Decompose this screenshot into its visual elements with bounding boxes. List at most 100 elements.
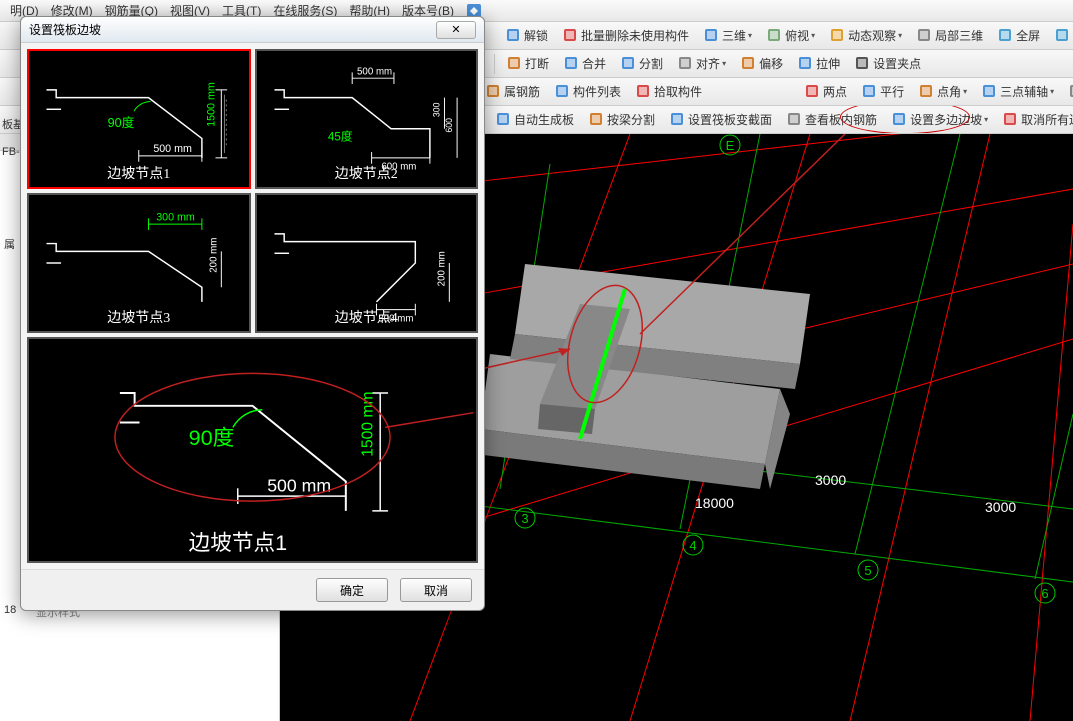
tool-icon [485,83,501,99]
toolbar-label: 查看板内钢筋 [805,111,877,128]
tool-icon [554,83,570,99]
toolbar-button[interactable]: 动态观察▾ [823,25,908,46]
toolbar-label: 对齐 [696,55,720,72]
annotation-ellipse [115,373,390,501]
toolbar-button[interactable]: 拉伸 [791,53,846,74]
toolbar-label: 局部三维 [935,27,983,44]
toolbar-button[interactable]: 取消所有边坡 [996,109,1073,130]
tool-icon [918,83,934,99]
toolbar-label: 俯视 [785,27,809,44]
toolbar-label: 设置多边边坡 [910,111,982,128]
toolbar-button[interactable]: 缩放 [1048,25,1073,46]
tool-icon [563,55,579,71]
tool-icon [495,111,511,127]
tool-icon [1002,111,1018,127]
toolbar-button[interactable]: 全屏 [991,25,1046,46]
toolbar-label: 偏移 [759,55,783,72]
toolbar-button[interactable]: 自动生成板 [489,109,580,130]
toolbar-label: 自动生成板 [514,111,574,128]
toolbar-label: 打断 [525,55,549,72]
slope-dialog: 设置筏板边坡 ✕ 90度 500 mm [20,16,485,611]
toolbar-button[interactable]: 设置多边边坡▾ [885,109,994,130]
toolbar-button[interactable]: 打断 [500,53,555,74]
toolbar-button[interactable]: 三点辅轴▾ [975,81,1060,102]
chevron-down-icon: ▾ [984,115,988,124]
tool-icon [891,111,907,127]
toolbar-button[interactable]: 批量删除未使用构件 [556,25,695,46]
chevron-down-icon: ▾ [722,59,726,68]
toolbar-label: 点角 [937,83,961,100]
svg-text:90度: 90度 [189,425,235,450]
tool-icon [916,27,932,43]
dialog-title: 设置筏板边坡 [29,21,101,38]
tool-icon [981,83,997,99]
tool-icon [1054,27,1070,43]
toolbar-button[interactable]: 三维▾ [697,25,758,46]
toolbar-button[interactable]: 设置夹点 [848,53,927,74]
toolbar-label: 平行 [880,83,904,100]
svg-text:500 mm: 500 mm [153,143,192,155]
toolbar-button[interactable]: 分割 [614,53,669,74]
dimension-label: 3000 [815,472,846,488]
chevron-down-icon: ▾ [811,31,815,40]
toolbar-label: 三维 [722,27,746,44]
toolbar-button[interactable]: 属钢筋 [479,81,546,102]
toolbar-button[interactable]: 俯视▾ [760,25,821,46]
toolbar-label: 批量删除未使用构件 [581,27,689,44]
slope-node-2[interactable]: 45度 500 mm 600 mm 300 600 边坡节点2 [255,49,479,189]
svg-text:300 mm: 300 mm [156,211,195,223]
svg-text:300: 300 [431,102,441,117]
tool-icon [635,83,651,99]
toolbar-button[interactable]: 按梁分割 [582,109,661,130]
toolbar-button[interactable]: 解锁 [499,25,554,46]
toolbar-label: 设置筏板变截面 [688,111,772,128]
slope-node-4[interactable]: 300 mm 200 mm 边坡节点4 [255,193,479,333]
svg-text:90度: 90度 [108,115,135,130]
tool-icon [861,83,877,99]
toolbar-label: 构件列表 [573,83,621,100]
toolbar-label: 取消所有边坡 [1021,111,1073,128]
slope-node-1[interactable]: 90度 500 mm 1500 mm 边坡节点1 [27,49,251,189]
chevron-down-icon: ▾ [963,87,967,96]
tool-icon [588,111,604,127]
toolbar-label: 设置夹点 [873,55,921,72]
cancel-button[interactable]: 取消 [400,578,472,602]
slope-node-3[interactable]: 300 mm 200 mm 边坡节点3 [27,193,251,333]
toolbar-label: 动态观察 [848,27,896,44]
tool-icon [740,55,756,71]
toolbar-button[interactable]: 拾取构件 [629,81,708,102]
toolbar-label: 合并 [582,55,606,72]
toolbar-button[interactable]: 偏移 [734,53,789,74]
left-label: 属 [4,236,15,252]
tool-icon [997,27,1013,43]
toolbar-label: 解锁 [524,27,548,44]
axis-label: 6 [1041,586,1048,601]
tool-icon [505,27,521,43]
toolbar-button[interactable]: 合并 [557,53,612,74]
toolbar-button[interactable]: 对齐▾ [671,53,732,74]
toolbar-button[interactable]: 删除辅轴 [1062,81,1073,102]
chevron-down-icon: ▾ [1050,87,1054,96]
toolbar-button[interactable]: 两点 [798,81,853,102]
chevron-down-icon: ▾ [898,31,902,40]
toolbar-button[interactable]: 点角▾ [912,81,973,102]
left-label: FB- [2,146,20,158]
toolbar-button[interactable]: 构件列表 [548,81,627,102]
node-label: 边坡节点3 [29,307,249,327]
toolbar-button[interactable]: 查看板内钢筋 [780,109,883,130]
svg-text:边坡节点1: 边坡节点1 [189,530,287,555]
left-row-num: 18 [4,604,16,616]
dialog-titlebar[interactable]: 设置筏板边坡 ✕ [21,17,484,43]
toolbar-label: 属钢筋 [504,83,540,100]
toolbar-button[interactable]: 平行 [855,81,910,102]
tool-icon [854,55,870,71]
axis-label: 5 [864,563,871,578]
dimension-label: 18000 [695,495,734,511]
tool-icon [797,55,813,71]
toolbar-label: 全屏 [1016,27,1040,44]
close-button[interactable]: ✕ [436,21,476,39]
toolbar-button[interactable]: 局部三维 [910,25,989,46]
tool-icon [766,27,782,43]
toolbar-button[interactable]: 设置筏板变截面 [663,109,778,130]
ok-button[interactable]: 确定 [316,578,388,602]
